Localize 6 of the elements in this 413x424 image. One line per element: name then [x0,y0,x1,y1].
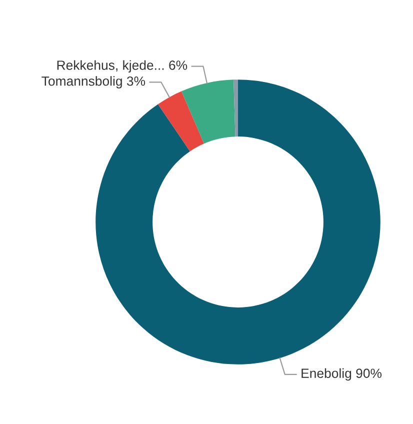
slice-label: Rekkehus, kjede... 6% [57,60,188,73]
donut-slice [234,80,238,137]
donut-slice [158,91,204,152]
slice-label: Enebolig 90% [302,368,382,381]
donut-slice [181,80,236,144]
slice-label: Tomannsbolig 3% [42,76,146,88]
